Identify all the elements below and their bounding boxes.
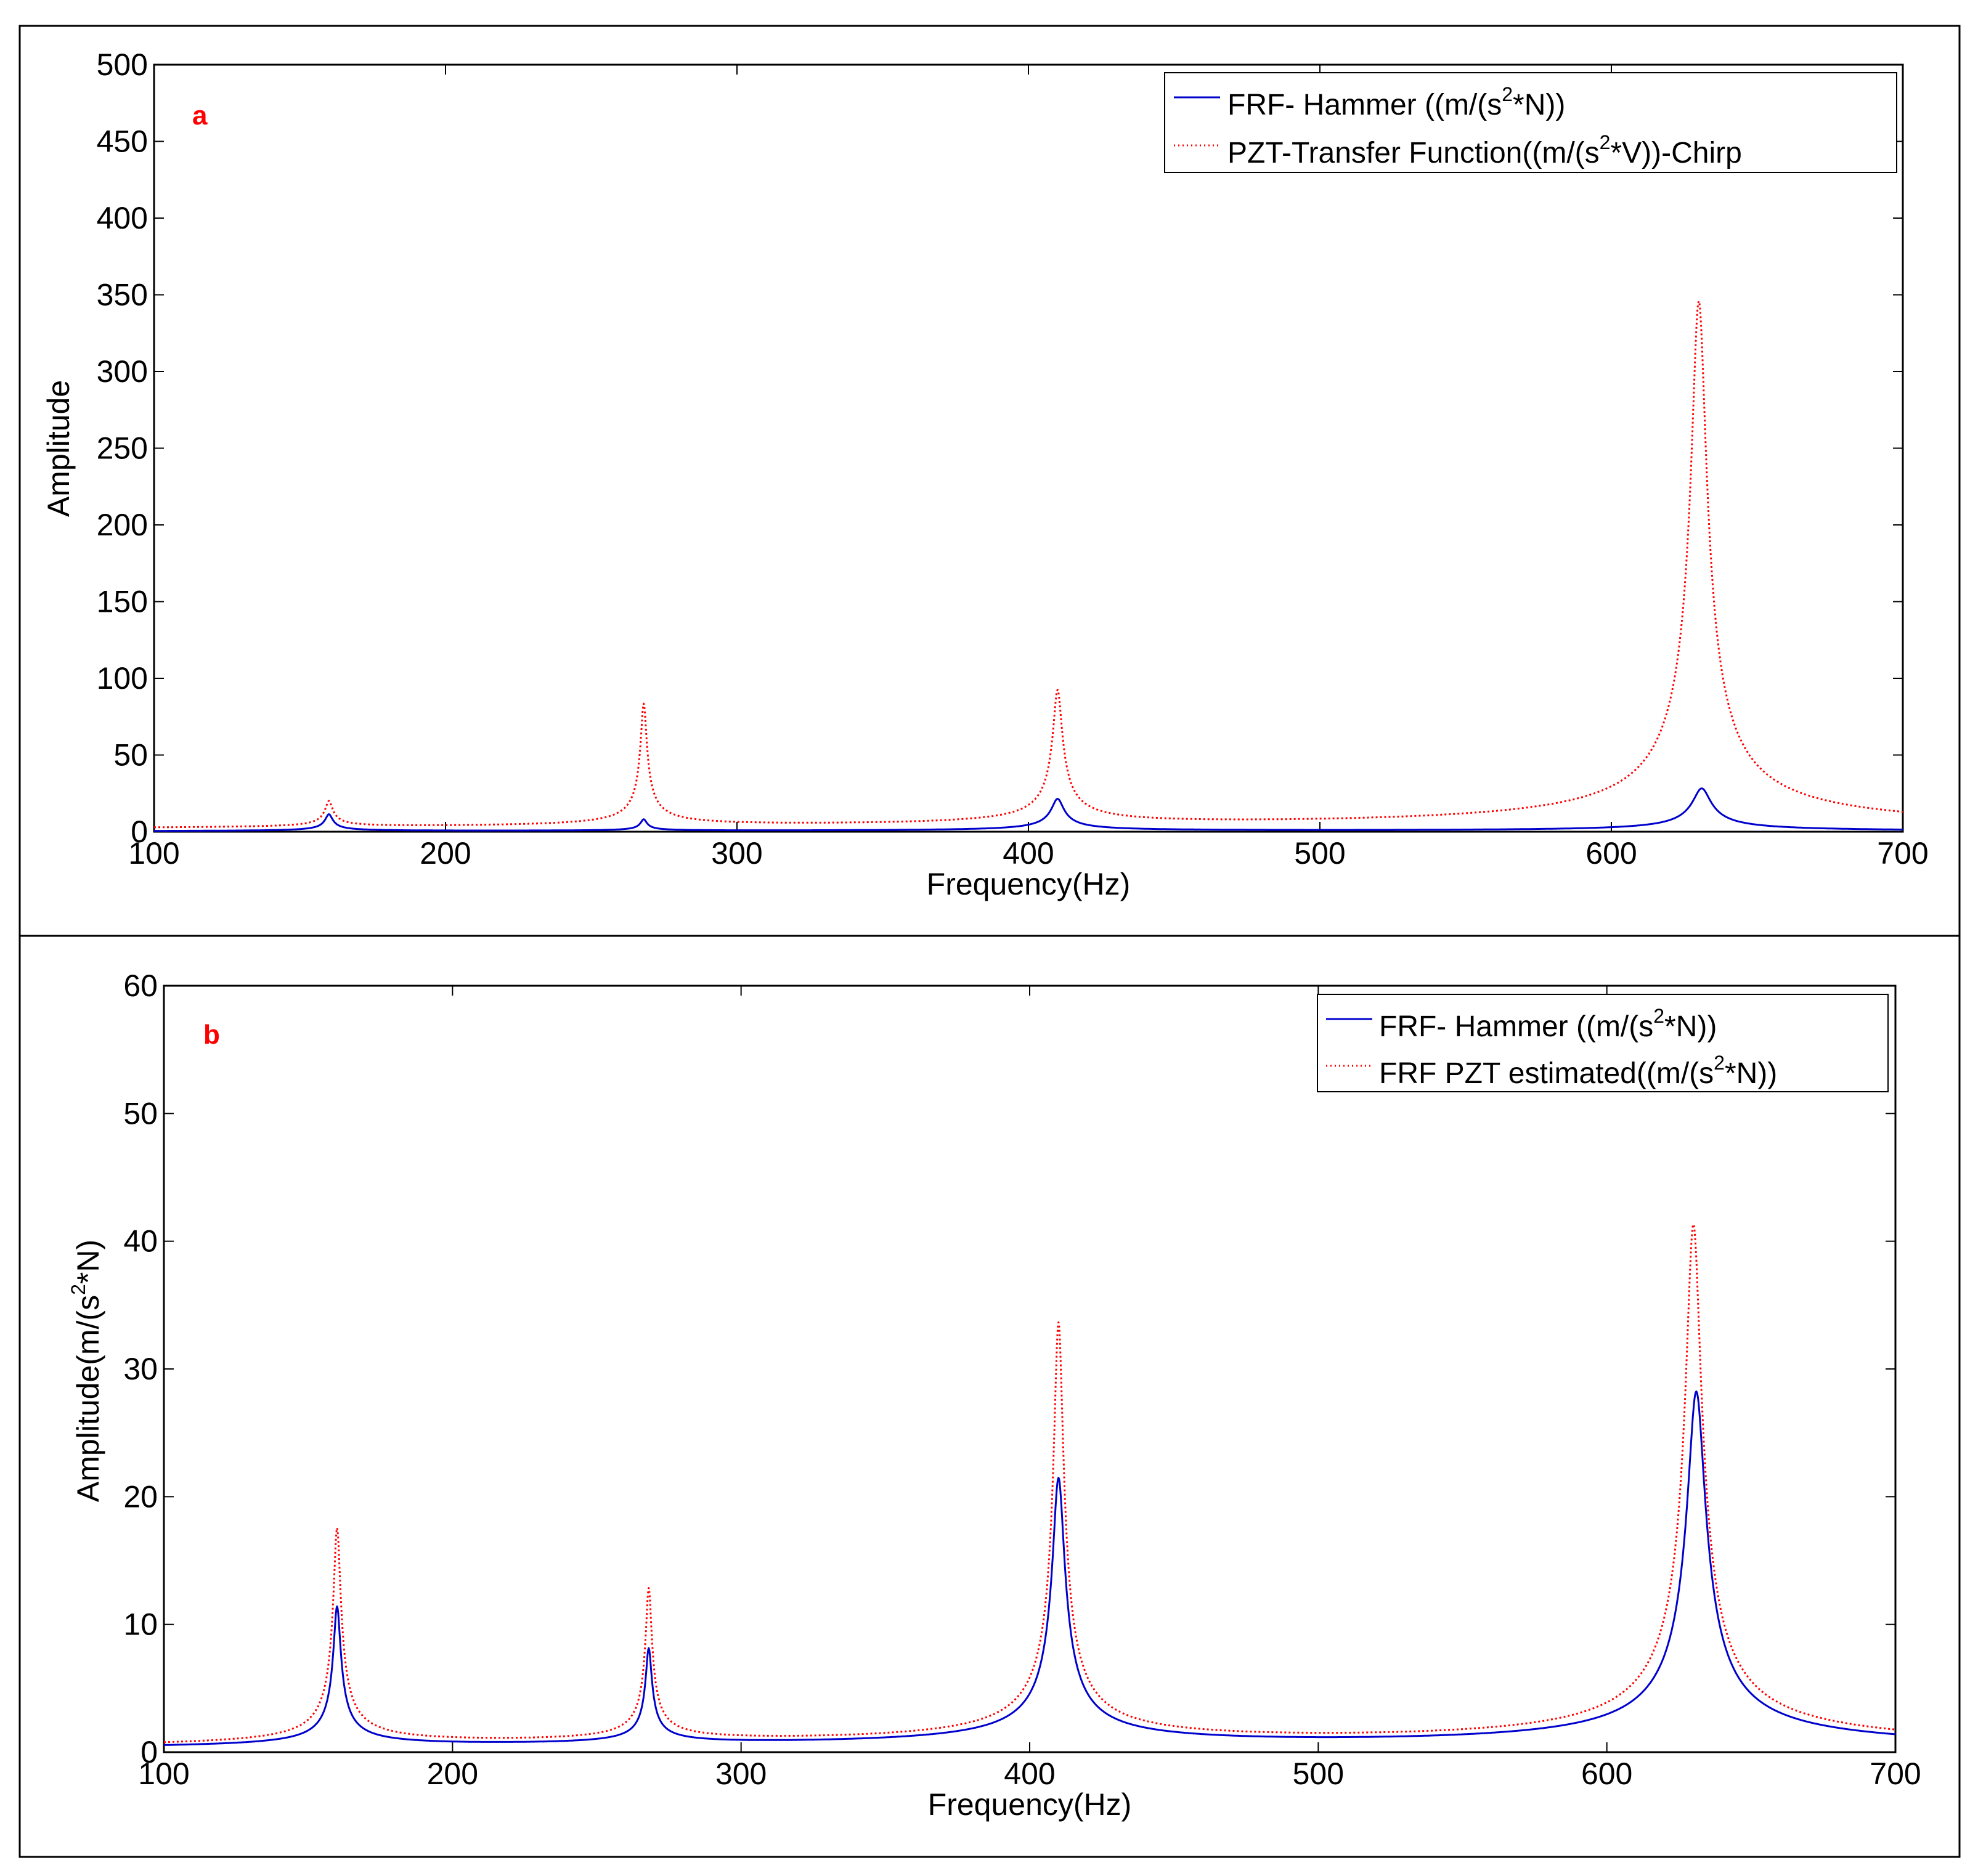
x-tick-label-a-3: 400 <box>1003 836 1054 871</box>
x-tick-label-a-4: 500 <box>1294 836 1345 871</box>
x-tick-label-a-6: 700 <box>1877 836 1928 871</box>
y-tick-label-a-6: 300 <box>97 354 148 389</box>
figure-frame-bottom <box>18 935 1961 1858</box>
y-axis-label-b: Amplitude(m/(s2*N) <box>67 1240 105 1502</box>
legend-box-b <box>1317 994 1889 1092</box>
y-tick-label-a-1: 50 <box>113 738 148 773</box>
legend-b: FRF- Hammer ((m/(s2*N)) FRF PZT estimate… <box>1317 994 1889 1092</box>
x-axis-label-a: Frequency(Hz) <box>927 867 1131 901</box>
x-tick-label-b-3: 400 <box>1004 1756 1055 1791</box>
x-tick-label-a-1: 200 <box>420 836 471 871</box>
series-line-b-0 <box>163 1391 1896 1746</box>
x-tick-label-b-1: 200 <box>427 1756 478 1791</box>
y-tick-label-b-0: 0 <box>140 1735 158 1769</box>
y-tick-label-b-2: 20 <box>123 1479 158 1514</box>
chart-panel-b: 100 200 300 400 500 600 700 0 10 20 30 40 50 60 Freq… <box>67 968 1921 1822</box>
y-axis-label-a: Amplitude <box>41 380 76 517</box>
x-tick-label-a-2: 300 <box>711 836 762 871</box>
legend-label-b-1: FRF PZT estimated((m/(s2*N)) <box>1379 1052 1777 1090</box>
y-tick-label-b-6: 60 <box>123 968 158 1003</box>
x-tick-labels-a: 100 200 300 400 500 600 700 <box>128 836 1928 871</box>
y-tick-label-a-3: 150 <box>97 585 148 619</box>
series-lines-b <box>163 1223 1896 1746</box>
y-tick-label-b-1: 10 <box>123 1607 158 1642</box>
legend-label-a-0: FRF- Hammer ((m/(s2*N)) <box>1227 83 1565 121</box>
legend-a: FRF- Hammer ((m/(s2*N)) PZT-Transfer Fun… <box>1164 72 1897 173</box>
chart-panel-a: 100 200 300 400 500 600 700 0 50 100 150 200 250 300… <box>41 47 1929 901</box>
legend-label-b-0: FRF- Hammer ((m/(s2*N)) <box>1379 1005 1717 1043</box>
series-line-b-1 <box>163 1223 1896 1744</box>
y-tick-label-a-5: 250 <box>97 431 148 466</box>
y-tick-labels-a: 0 50 100 150 200 250 300 350 400 450 500 <box>97 47 148 849</box>
legend-box-a <box>1164 72 1897 173</box>
series-line-a-1 <box>153 300 1903 829</box>
panel-label-b: b <box>203 1020 220 1050</box>
y-tick-label-a-8: 400 <box>97 201 148 235</box>
y-tick-label-b-3: 30 <box>123 1352 158 1386</box>
x-tick-label-b-0: 100 <box>138 1756 189 1791</box>
y-tick-label-a-4: 200 <box>97 508 148 542</box>
y-tick-label-a-0: 0 <box>131 814 148 849</box>
y-tick-label-a-10: 500 <box>97 47 148 82</box>
x-tick-labels-b: 100 200 300 400 500 600 700 <box>138 1756 1921 1791</box>
series-line-a-0 <box>153 787 1903 832</box>
x-tick-label-b-5: 600 <box>1581 1756 1632 1791</box>
y-tick-label-a-7: 350 <box>97 278 148 312</box>
x-tick-label-b-6: 700 <box>1870 1756 1921 1791</box>
panel-label-a: a <box>192 100 208 131</box>
x-tick-label-a-0: 100 <box>128 836 179 871</box>
series-lines-a <box>153 300 1903 832</box>
y-tick-label-b-4: 40 <box>123 1224 158 1259</box>
y-tick-label-a-9: 450 <box>97 124 148 159</box>
y-tick-label-b-5: 50 <box>123 1096 158 1131</box>
plot-area-a <box>153 63 1904 833</box>
x-tick-label-b-4: 500 <box>1293 1756 1344 1791</box>
x-axis-label-b: Frequency(Hz) <box>928 1787 1132 1822</box>
y-tick-labels-b: 0 10 20 30 40 50 60 <box>123 968 158 1769</box>
x-tick-label-b-2: 300 <box>715 1756 767 1791</box>
legend-label-a-1: PZT-Transfer Function((m/(s2*V))-Chirp <box>1227 131 1742 169</box>
x-tick-label-a-5: 600 <box>1585 836 1637 871</box>
plot-area-b <box>163 985 1897 1753</box>
y-tick-label-a-2: 100 <box>97 661 148 696</box>
